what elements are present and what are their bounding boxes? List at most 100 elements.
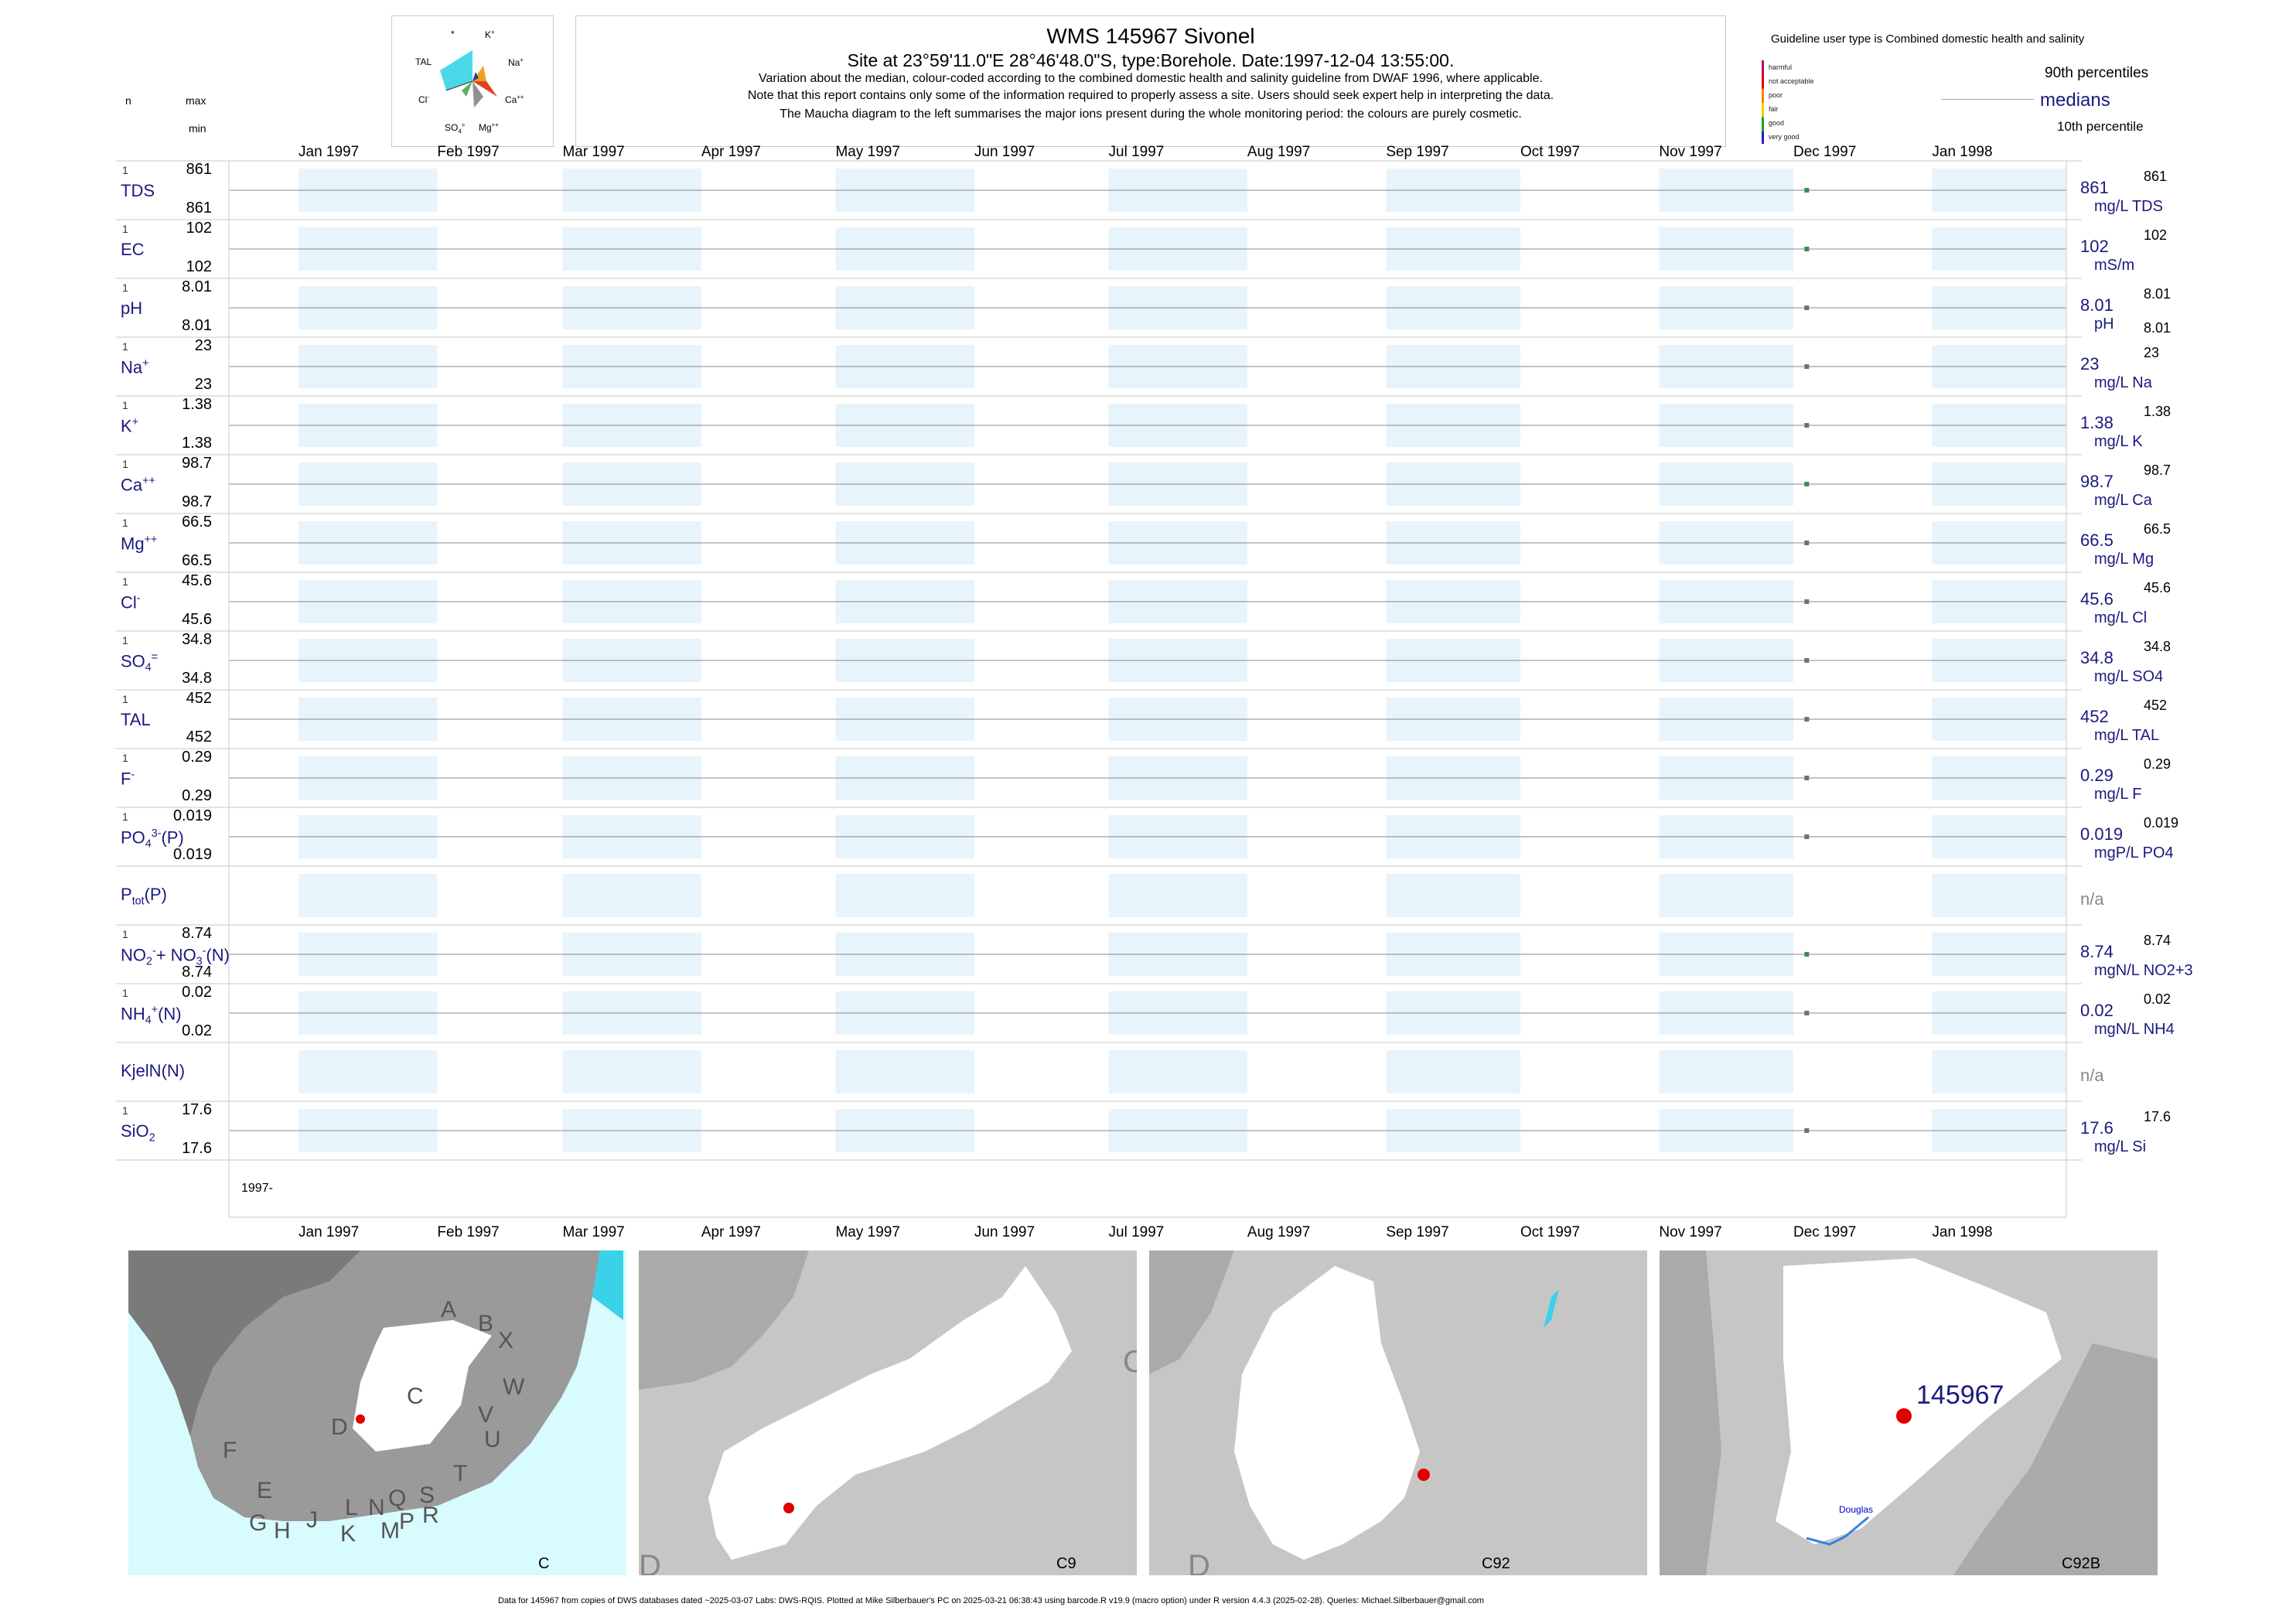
month-label-top: Feb 1997 bbox=[437, 144, 500, 160]
map-south-africa bbox=[128, 1250, 626, 1575]
month-shade-band bbox=[1932, 874, 2066, 917]
row-unit: mg/L Mg bbox=[2094, 551, 2154, 568]
row-unit: mg/L Na bbox=[2094, 374, 2152, 391]
row-median-value: 98.7 bbox=[2080, 472, 2113, 491]
row-min: 8.01 bbox=[182, 317, 212, 334]
row-count: 1 bbox=[122, 164, 128, 176]
row-p90: 8.01 bbox=[2144, 286, 2171, 302]
row-min: 66.5 bbox=[182, 552, 212, 569]
row-p90: 0.29 bbox=[2144, 756, 2171, 772]
maucha-label-star: * bbox=[451, 29, 455, 39]
month-label-bottom: Apr 1997 bbox=[701, 1224, 761, 1240]
region-s: S bbox=[419, 1482, 435, 1508]
month-shade-band bbox=[1386, 874, 1520, 917]
map-catchment-c92b bbox=[1660, 1250, 2158, 1575]
row-p90: 45.6 bbox=[2144, 580, 2171, 595]
month-label-top: Sep 1997 bbox=[1386, 144, 1449, 160]
map3-letter-d: D bbox=[1188, 1549, 1210, 1575]
row-parameter-name: Cl- bbox=[121, 592, 141, 612]
month-shade-band bbox=[1108, 1050, 1247, 1093]
month-shade-band bbox=[1386, 1050, 1520, 1093]
row-count: 1 bbox=[122, 223, 128, 235]
month-shade-band bbox=[1932, 1050, 2066, 1093]
row-parameter-name: TDS bbox=[121, 181, 155, 200]
region-e: E bbox=[257, 1478, 273, 1503]
region-n: N bbox=[368, 1495, 385, 1520]
month-label-top: Jan 1997 bbox=[299, 144, 360, 160]
row-parameter-name: SiO2 bbox=[121, 1121, 155, 1145]
row-max: 0.019 bbox=[172, 807, 212, 824]
month-label-top: Aug 1997 bbox=[1247, 144, 1311, 160]
row-min: 8.74 bbox=[182, 964, 212, 981]
region-g: G bbox=[249, 1510, 268, 1536]
row-count: 1 bbox=[122, 1104, 128, 1117]
map-panel-4: 145967 Douglas C92B bbox=[1660, 1250, 2158, 1575]
row-min: 1.38 bbox=[182, 435, 212, 452]
site-label: 145967 bbox=[1916, 1380, 2004, 1410]
row-count: 1 bbox=[122, 575, 128, 588]
row-count: 1 bbox=[122, 810, 128, 823]
row-parameter-name: pH bbox=[121, 299, 143, 318]
month-label-bottom: Mar 1997 bbox=[562, 1224, 625, 1240]
row-max: 0.29 bbox=[182, 749, 212, 766]
note-3: The Maucha diagram to the left summarise… bbox=[780, 107, 1522, 121]
row-max: 34.8 bbox=[182, 631, 212, 648]
row-p90: 17.6 bbox=[2144, 1109, 2171, 1124]
legend-not-acceptable: not acceptable bbox=[1769, 77, 1814, 85]
month-label-bottom: Jan 1998 bbox=[1932, 1224, 1993, 1240]
row-median-value: 23 bbox=[2080, 354, 2100, 374]
row-max: 98.7 bbox=[182, 455, 212, 472]
row-median-value: 0.019 bbox=[2080, 824, 2124, 844]
row-min: 0.02 bbox=[182, 1022, 212, 1039]
row-median-value: 8.74 bbox=[2080, 942, 2113, 961]
map2-letter-c: C bbox=[1123, 1345, 1137, 1379]
row-unit: mg/L TAL bbox=[2094, 727, 2160, 744]
legend-medians: medians bbox=[2040, 90, 2110, 111]
map1-caption: C bbox=[538, 1555, 550, 1572]
maucha-label-so4: SO4= bbox=[445, 121, 466, 135]
row-parameter-name: K+ bbox=[121, 416, 139, 436]
row-unit: mg/L Si bbox=[2094, 1138, 2147, 1155]
left-header-max: max bbox=[186, 94, 206, 107]
barcode-plot-svg bbox=[116, 160, 2082, 1218]
row-max: 8.01 bbox=[182, 278, 212, 295]
data-point bbox=[1804, 599, 1810, 604]
month-shade-band bbox=[1108, 874, 1247, 917]
map2-letter-d: D bbox=[639, 1549, 661, 1575]
month-shade-band bbox=[562, 874, 701, 917]
maucha-label-k: K+ bbox=[485, 29, 495, 40]
row-p90: 66.5 bbox=[2144, 521, 2171, 537]
region-x: X bbox=[498, 1328, 514, 1353]
map-catchment-c9 bbox=[639, 1250, 1137, 1575]
month-label-bottom: Dec 1997 bbox=[1793, 1224, 1857, 1240]
month-shade-band bbox=[1659, 1050, 1793, 1093]
row-max: 17.6 bbox=[182, 1101, 212, 1118]
map-panel-1: A B X W C V U D T F E S R L N Q P M K J … bbox=[128, 1250, 626, 1575]
month-label-top: Jun 1997 bbox=[974, 144, 1035, 160]
region-h: H bbox=[274, 1518, 291, 1544]
row-p90: 98.7 bbox=[2144, 462, 2171, 478]
legend-p90: 90th percentiles bbox=[2045, 65, 2149, 81]
row-unit: mgN/L NO2+3 bbox=[2094, 962, 2193, 979]
maucha-diagram-box: * K+ TAL Na+ Cl- Ca++ SO4= Mg++ bbox=[391, 15, 554, 147]
month-shade-band bbox=[299, 1050, 438, 1093]
maucha-diagram bbox=[440, 50, 497, 107]
row-p90: 1.38 bbox=[2144, 404, 2171, 419]
region-t: T bbox=[453, 1461, 468, 1486]
row-count: 1 bbox=[122, 458, 128, 470]
region-b: B bbox=[478, 1311, 494, 1336]
month-shade-band bbox=[835, 874, 974, 917]
region-p: P bbox=[399, 1509, 415, 1534]
row-parameter-name: SO4= bbox=[121, 651, 159, 674]
row-median-na: n/a bbox=[2080, 889, 2104, 909]
left-header-min: min bbox=[189, 122, 206, 135]
left-header-n: n bbox=[125, 94, 131, 107]
region-r: R bbox=[422, 1503, 439, 1528]
row-count: 1 bbox=[122, 987, 128, 999]
row-unit: mg/L TDS bbox=[2094, 198, 2163, 215]
row-max: 23 bbox=[194, 337, 212, 354]
region-k: K bbox=[340, 1521, 357, 1547]
data-point bbox=[1804, 541, 1810, 545]
month-label-bottom: Sep 1997 bbox=[1386, 1224, 1449, 1240]
month-label-top: Nov 1997 bbox=[1659, 144, 1722, 160]
